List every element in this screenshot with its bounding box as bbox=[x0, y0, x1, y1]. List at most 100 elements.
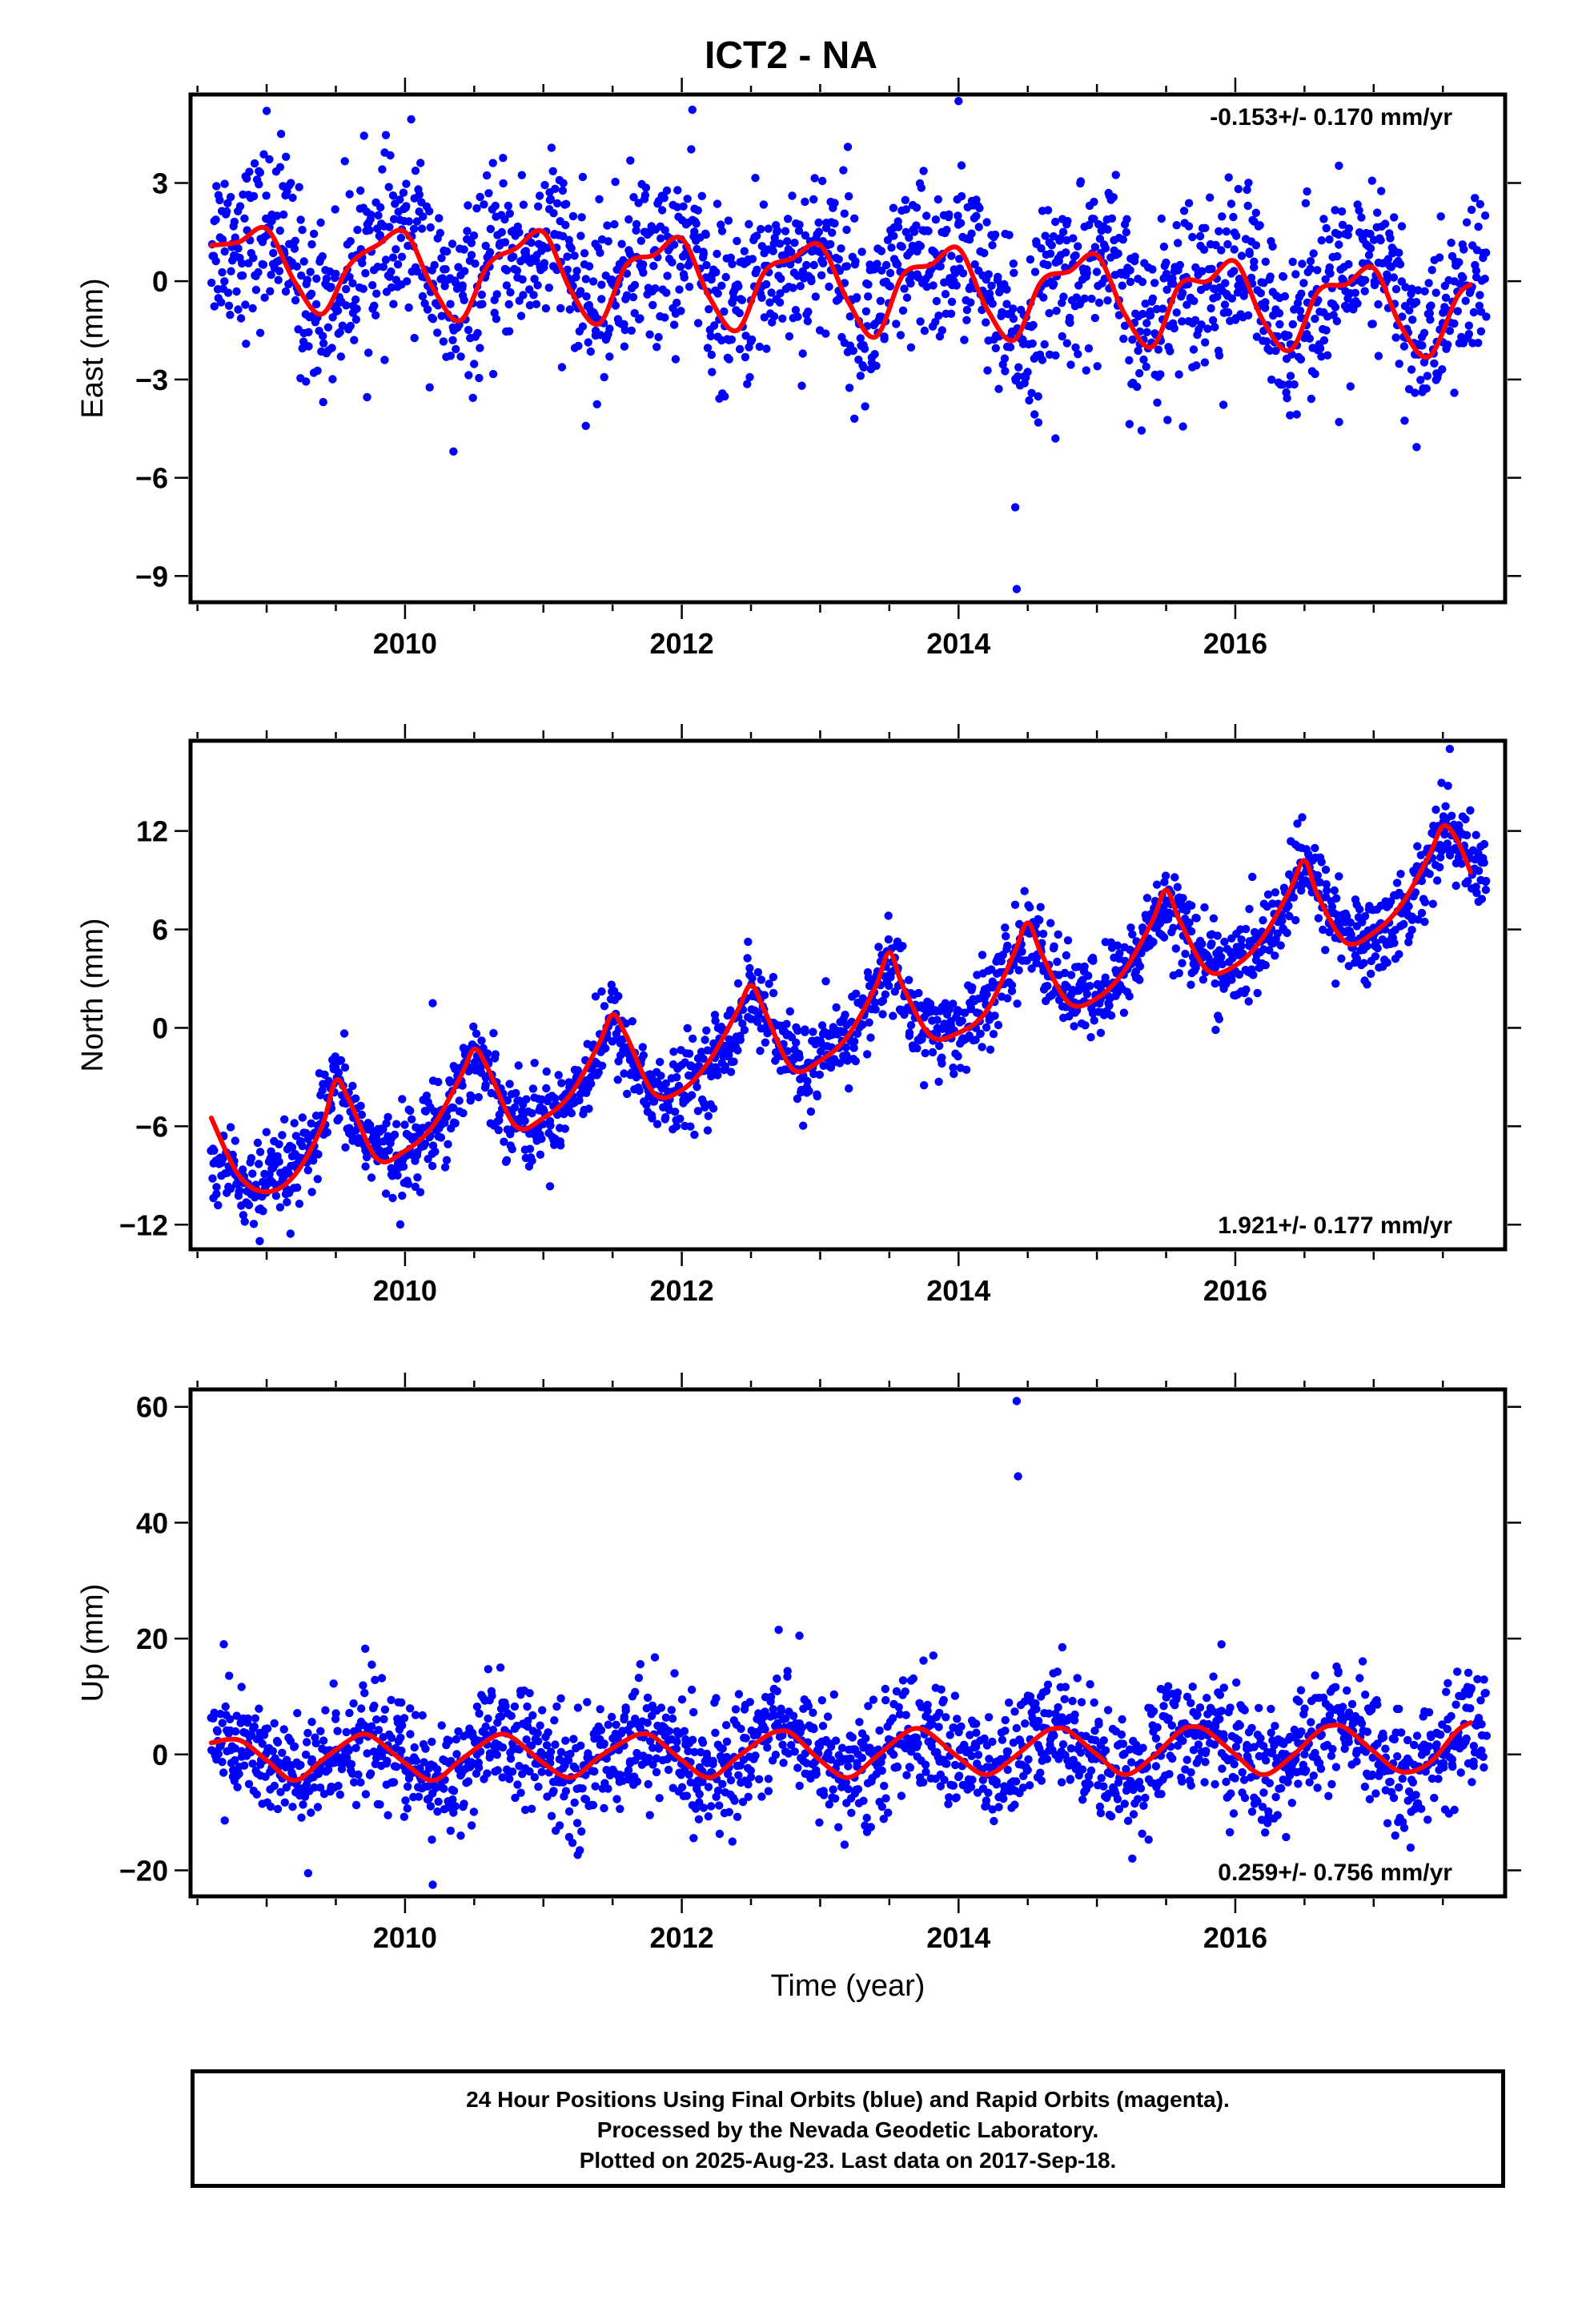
data-point bbox=[1009, 259, 1018, 268]
data-point bbox=[721, 392, 729, 401]
data-point bbox=[1009, 314, 1018, 324]
data-point bbox=[1299, 279, 1308, 287]
data-point bbox=[924, 227, 933, 235]
y-axis-label: East (mm) bbox=[76, 278, 110, 418]
data-point bbox=[347, 1759, 356, 1769]
data-point bbox=[1337, 954, 1346, 963]
data-point bbox=[223, 199, 232, 207]
data-point bbox=[408, 1115, 416, 1124]
data-point bbox=[793, 1763, 802, 1772]
data-point bbox=[661, 1079, 670, 1088]
data-point bbox=[857, 247, 866, 256]
data-point bbox=[605, 352, 614, 361]
data-point bbox=[744, 1792, 753, 1801]
data-point bbox=[426, 1802, 436, 1811]
y-axis-label: North (mm) bbox=[76, 918, 110, 1072]
data-point bbox=[870, 350, 879, 359]
data-point-outlier bbox=[1010, 503, 1020, 512]
data-point bbox=[826, 1755, 836, 1764]
data-point bbox=[728, 259, 737, 268]
data-point bbox=[1275, 309, 1284, 318]
data-point bbox=[652, 1120, 662, 1128]
data-point bbox=[616, 1804, 624, 1813]
data-point bbox=[356, 186, 365, 195]
data-point bbox=[514, 1061, 523, 1070]
data-point bbox=[636, 1723, 644, 1733]
data-point bbox=[1371, 952, 1380, 961]
data-point bbox=[1171, 944, 1181, 953]
data-point bbox=[1172, 308, 1181, 317]
plot-area bbox=[207, 745, 1491, 1246]
data-point bbox=[483, 1049, 492, 1058]
data-point bbox=[1243, 311, 1253, 320]
data-point bbox=[733, 1812, 742, 1821]
data-point bbox=[1206, 193, 1215, 202]
data-point bbox=[1295, 306, 1305, 316]
data-point bbox=[1198, 267, 1207, 275]
data-point bbox=[693, 1107, 703, 1116]
data-point bbox=[1389, 273, 1399, 282]
data-point bbox=[680, 273, 689, 282]
data-point bbox=[346, 237, 355, 246]
data-point bbox=[371, 311, 380, 320]
data-point bbox=[881, 1695, 890, 1705]
data-point bbox=[500, 215, 509, 224]
data-point bbox=[586, 347, 595, 356]
data-point bbox=[1290, 380, 1299, 389]
data-point bbox=[1346, 918, 1355, 927]
data-point bbox=[307, 1755, 316, 1764]
data-point bbox=[759, 200, 769, 209]
data-point bbox=[844, 1762, 853, 1771]
data-point bbox=[1002, 931, 1010, 941]
data-point bbox=[275, 1140, 283, 1149]
data-point bbox=[701, 1035, 709, 1044]
data-point bbox=[310, 1783, 319, 1792]
data-point bbox=[419, 212, 428, 221]
data-point-outlier bbox=[1134, 974, 1143, 983]
data-point bbox=[687, 1685, 697, 1695]
data-point bbox=[1441, 293, 1451, 302]
data-point bbox=[790, 1747, 799, 1756]
data-point bbox=[309, 229, 319, 239]
data-point bbox=[568, 211, 578, 221]
data-point bbox=[764, 1787, 773, 1795]
data-point bbox=[1323, 351, 1332, 360]
data-point bbox=[307, 289, 316, 298]
data-point bbox=[736, 1035, 745, 1044]
data-point bbox=[1201, 338, 1210, 347]
data-point bbox=[1265, 946, 1274, 955]
data-point bbox=[1203, 324, 1212, 333]
data-point bbox=[861, 402, 869, 411]
data-point bbox=[898, 1676, 908, 1685]
data-point bbox=[1034, 392, 1042, 401]
data-point bbox=[304, 328, 313, 336]
data-point bbox=[1412, 443, 1421, 452]
data-point bbox=[636, 1659, 644, 1669]
data-point bbox=[380, 1705, 390, 1714]
data-point bbox=[248, 1169, 257, 1178]
data-point bbox=[1169, 279, 1178, 288]
data-point bbox=[402, 179, 411, 188]
data-point bbox=[757, 242, 766, 251]
data-point bbox=[613, 1076, 622, 1084]
data-point bbox=[370, 1701, 379, 1711]
data-point bbox=[323, 1128, 331, 1137]
data-point bbox=[584, 1104, 593, 1113]
data-point bbox=[220, 247, 229, 256]
data-point bbox=[290, 244, 299, 253]
data-point bbox=[525, 1689, 534, 1698]
data-point bbox=[630, 280, 640, 290]
data-point bbox=[1472, 888, 1481, 898]
data-point bbox=[912, 203, 921, 212]
data-point bbox=[1476, 327, 1486, 336]
data-point bbox=[1063, 936, 1073, 945]
data-point bbox=[290, 1742, 299, 1751]
data-point bbox=[232, 1180, 242, 1188]
data-point bbox=[1215, 1015, 1224, 1023]
data-point bbox=[1174, 969, 1184, 978]
data-point bbox=[497, 227, 506, 237]
data-point bbox=[803, 316, 813, 326]
data-point bbox=[628, 292, 638, 302]
data-point bbox=[488, 159, 497, 167]
data-point bbox=[1152, 304, 1162, 314]
